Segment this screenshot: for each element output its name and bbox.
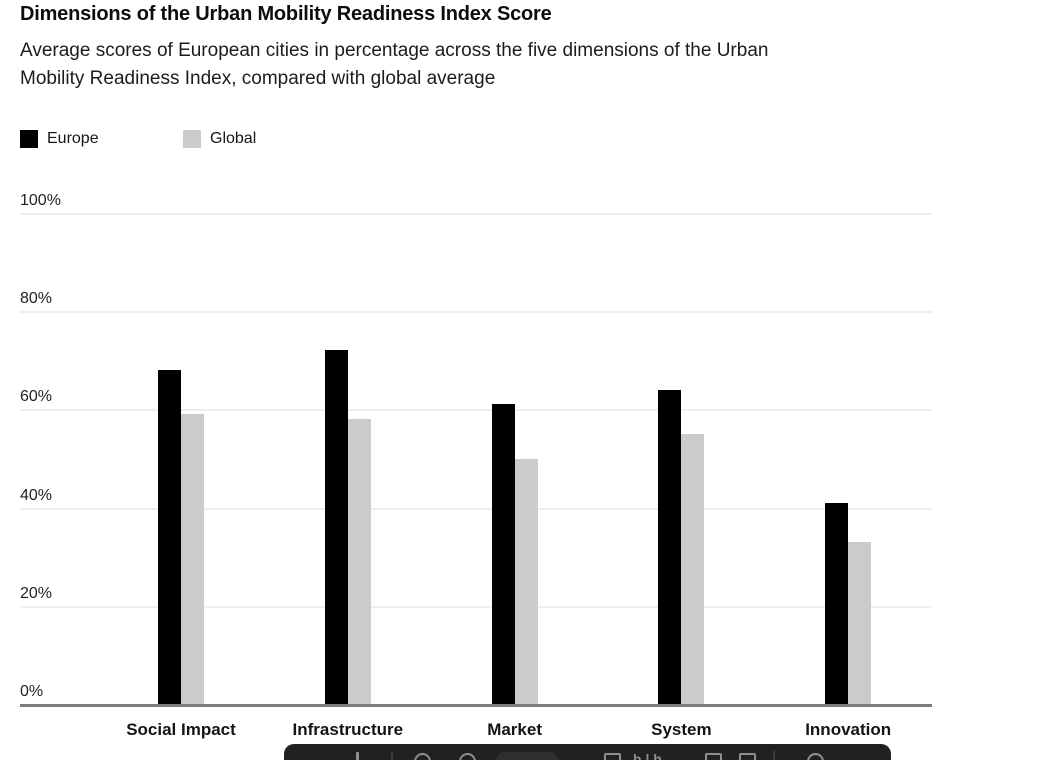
frame-icon[interactable] [604,753,621,760]
x-tick-label-innovation: Innovation [805,720,892,739]
y-tick-label-40: 40% [20,486,53,504]
chart-title: Dimensions of the Urban Mobility Readine… [20,3,552,25]
bar-global-innovation [848,541,872,704]
zoom-in-icon[interactable] [459,753,476,760]
legend-item-europe: Europe [20,130,99,148]
bar-europe-system [658,389,682,704]
x-tick-label-social-impact: Social Impact [126,720,236,739]
chart-subtitle-line1: Average scores of European cities in per… [20,40,769,61]
grid-view-icon[interactable] [705,753,722,760]
legend-swatch-europe [20,130,38,148]
bar-europe-social-impact [158,370,181,704]
x-tick-label-infrastructure: Infrastructure [292,720,404,739]
bar-europe-innovation [825,502,849,704]
bar-global-market [514,458,538,704]
pointer-icon[interactable] [356,752,359,760]
floating-toolbar[interactable]: h | h [284,744,891,760]
y-tick-label-80: 80% [20,290,53,308]
y-tick-label-60: 60% [20,388,53,406]
gridline-100 [20,213,932,215]
bar-global-social-impact [181,414,204,704]
chart-subtitle-line2: Mobility Readiness Index, compared with … [20,68,496,89]
connector-icon[interactable] [807,753,824,760]
y-tick-label-100: 100% [20,192,61,209]
x-axis-line [20,704,932,707]
text-tool-icon[interactable]: h | h [633,751,662,760]
zoom-out-icon[interactable] [414,753,431,760]
separator [391,751,393,760]
bar-europe-market [491,404,515,704]
legend-label-europe: Europe [47,130,99,147]
page-pill[interactable] [496,752,558,760]
gridline-80 [20,311,932,314]
bar-europe-infrastructure [324,350,348,704]
gridline-60 [20,409,932,412]
gridline-40 [20,507,932,510]
bar-global-infrastructure [347,419,371,704]
legend-item-global: Global [183,130,256,148]
y-tick-label-20: 20% [20,584,53,602]
legend-label-global: Global [210,130,257,147]
y-tick-label-0: 0% [20,683,44,700]
x-tick-label-market: Market [487,720,542,739]
separator [773,751,775,760]
legend-swatch-global [183,130,201,148]
x-tick-label-system: System [651,720,712,739]
layout-icon[interactable] [739,753,756,760]
gridline-20 [20,605,932,608]
chart-subtitle: Average scores of European cities in per… [20,37,1050,93]
bar-global-system [681,433,705,704]
